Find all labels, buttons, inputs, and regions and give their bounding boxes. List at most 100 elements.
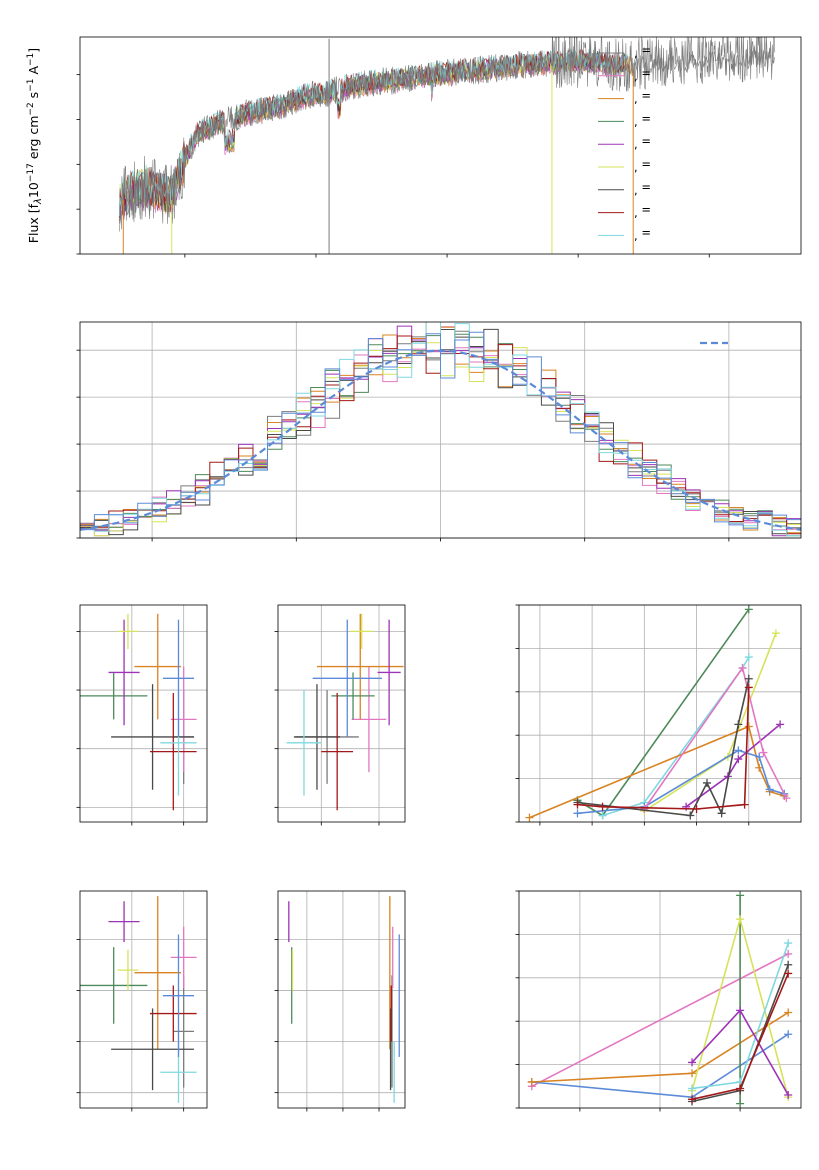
weight-line xyxy=(643,665,788,810)
weight-marker xyxy=(784,1090,793,1099)
legend-entry: , = xyxy=(634,66,651,83)
weight-marker xyxy=(734,755,743,764)
plot-area xyxy=(286,613,404,811)
legend-eq: = xyxy=(641,180,651,194)
y-axis-label-part: 10 xyxy=(26,182,41,198)
plot-area xyxy=(527,891,793,1108)
panel-mass-vs-ebv xyxy=(274,890,406,1112)
weight-marker xyxy=(782,794,791,803)
y-axis-label-part: −1 xyxy=(26,79,36,92)
panel-weight-vs-age xyxy=(515,604,802,826)
weight-marker xyxy=(598,802,607,811)
weight-marker xyxy=(759,748,768,757)
weight-marker xyxy=(744,674,753,683)
panel-spectrum: Flux [fλ10−17 erg cm−2 s−1 A−1], =, =, =… xyxy=(26,36,802,258)
legend-eq: = xyxy=(641,43,651,57)
legend-sep: , xyxy=(634,228,641,242)
legend-entry: , = xyxy=(634,89,651,106)
legend-sep: , xyxy=(634,114,641,128)
plot-area xyxy=(525,605,791,822)
weight-line xyxy=(577,687,750,810)
weight-marker xyxy=(784,949,793,958)
weight-marker xyxy=(692,804,701,813)
y-axis-label-part: erg cm xyxy=(26,116,41,164)
normal-curve xyxy=(80,349,801,531)
legend-entry: , = xyxy=(634,180,651,197)
y-axis-label-part: Flux [f xyxy=(26,203,41,243)
legend-eq: = xyxy=(641,111,651,125)
legend-eq: = xyxy=(641,157,651,171)
weight-marker xyxy=(736,915,745,924)
weight-marker xyxy=(784,1008,793,1017)
weight-marker xyxy=(573,800,582,809)
weight-marker xyxy=(640,804,649,813)
weight-marker xyxy=(744,722,753,731)
legend-sep: , xyxy=(634,183,641,197)
weight-line xyxy=(577,678,750,817)
weight-marker xyxy=(784,969,793,978)
weight-marker xyxy=(598,811,607,820)
weight-marker xyxy=(784,1030,793,1039)
weight-marker xyxy=(744,605,753,614)
residual-histogram-step xyxy=(80,331,801,531)
weight-marker xyxy=(771,629,780,638)
legend-entry: , = xyxy=(634,134,651,151)
observed-spectrum-line xyxy=(119,37,776,232)
y-axis-label-part: −1 xyxy=(26,53,36,66)
weight-marker xyxy=(736,1084,745,1093)
plot-area xyxy=(80,322,801,537)
plot-area xyxy=(80,896,197,1103)
y-axis-label-part: −17 xyxy=(26,163,36,182)
weight-marker xyxy=(776,720,785,729)
legend-entry: , = xyxy=(634,157,651,174)
legend-eq: = xyxy=(641,89,651,103)
weight-line xyxy=(577,749,785,815)
y-axis-label-part: A xyxy=(26,66,41,79)
y-axis-label-part: s xyxy=(26,92,41,103)
weight-marker xyxy=(573,809,582,818)
legend-entry: , = xyxy=(634,111,651,128)
legend-entry: , = xyxy=(634,225,651,242)
weight-marker xyxy=(686,811,695,820)
plot-area xyxy=(80,613,197,811)
axes-frame xyxy=(79,36,802,255)
legend-eq: = xyxy=(641,203,651,217)
legend-sep: , xyxy=(634,92,641,106)
weight-marker xyxy=(688,1058,697,1067)
weight-marker xyxy=(736,891,745,900)
weight-marker xyxy=(688,1095,697,1104)
legend-sep: , xyxy=(634,137,641,151)
weight-marker xyxy=(736,1099,745,1108)
weight-line xyxy=(685,723,781,808)
y-axis-label-part: −2 xyxy=(26,102,36,115)
weight-marker xyxy=(784,960,793,969)
panel-age-vs-Z xyxy=(76,604,208,826)
axes-frame xyxy=(277,890,406,1109)
legend-entry: , = xyxy=(634,203,651,220)
weight-marker xyxy=(703,778,711,787)
legend-sep: , xyxy=(634,46,641,60)
axes-frame xyxy=(277,604,406,823)
weight-marker xyxy=(738,663,747,672)
legend-eq: = xyxy=(641,66,651,80)
weight-marker xyxy=(755,752,764,761)
weight-marker xyxy=(736,1006,745,1015)
axes-frame xyxy=(79,890,208,1109)
legend-eq: = xyxy=(641,134,651,148)
y-axis-label: Flux [fλ10−17 erg cm−2 s−1 A−1] xyxy=(26,48,44,243)
weight-marker xyxy=(740,800,749,809)
legend-sep: , xyxy=(634,69,641,83)
panel-mass-vs-Z xyxy=(76,890,208,1112)
legend-sep: , xyxy=(634,206,641,220)
weight-marker xyxy=(688,1084,697,1093)
legend-entry: , = xyxy=(634,43,651,60)
weight-marker xyxy=(734,720,743,729)
panel-age-vs-mass xyxy=(274,604,406,826)
panel-weight-vs-Z xyxy=(515,890,802,1112)
weight-marker xyxy=(784,939,793,948)
plot-area xyxy=(118,37,776,254)
axes-frame xyxy=(518,604,802,823)
weight-marker xyxy=(765,785,774,794)
weight-line xyxy=(577,608,750,817)
